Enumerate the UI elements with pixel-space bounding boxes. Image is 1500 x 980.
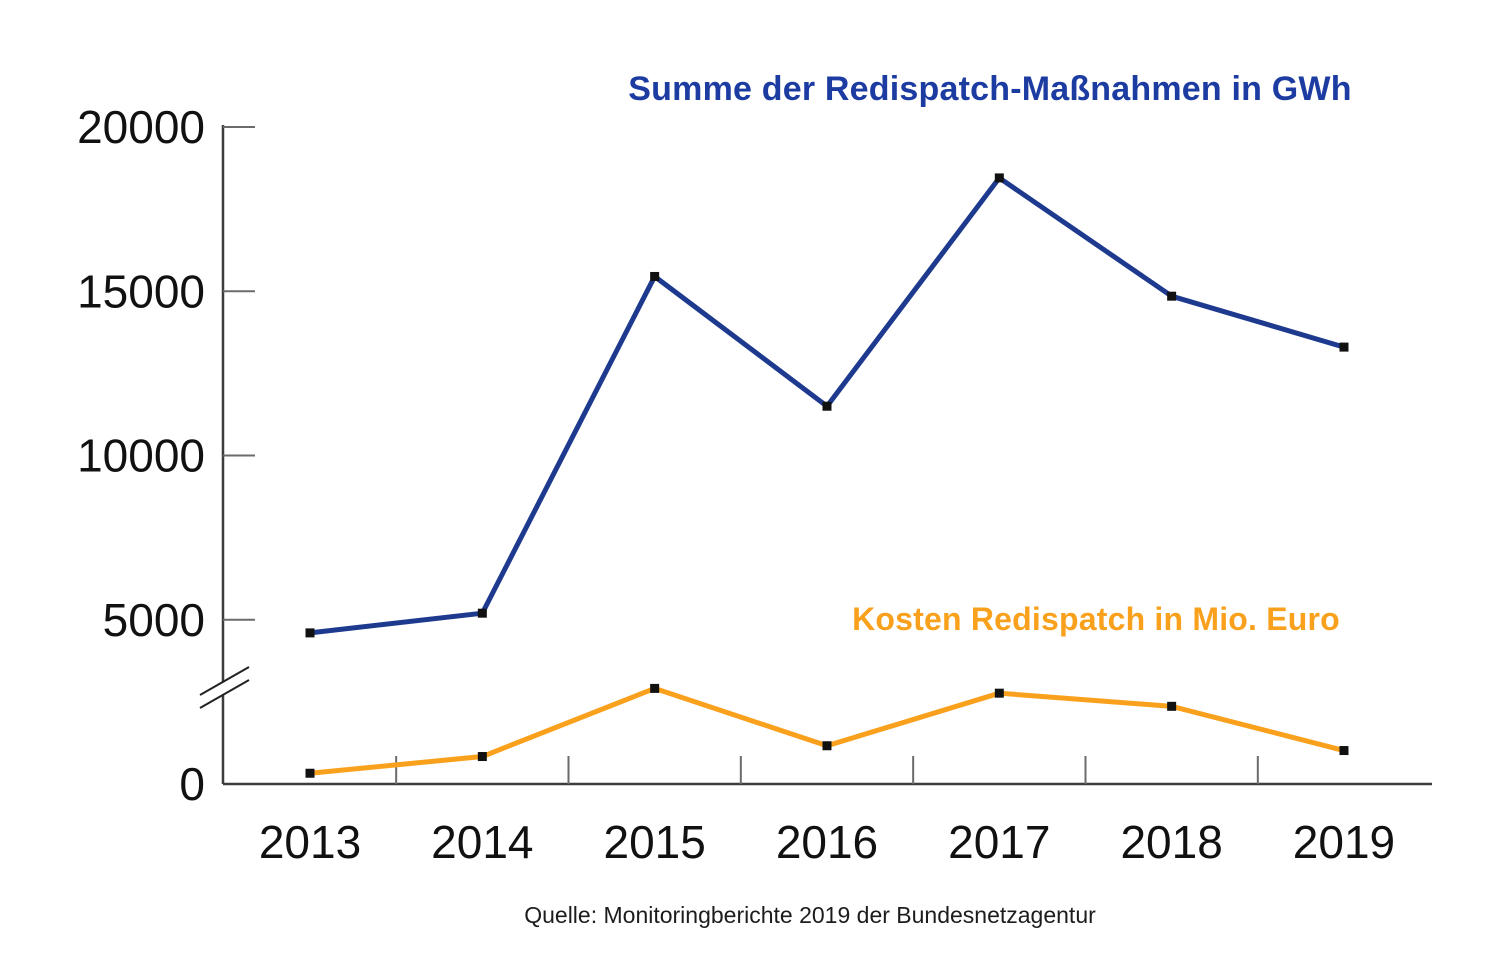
y-tick-label: 15000 <box>77 265 205 317</box>
data-point-marker <box>477 608 487 618</box>
x-year-label: 2019 <box>1293 816 1395 868</box>
data-point-marker <box>994 688 1004 698</box>
data-point-marker <box>822 741 832 751</box>
data-point-marker <box>650 271 660 281</box>
x-year-label: 2017 <box>948 816 1050 868</box>
x-year-label: 2016 <box>776 816 878 868</box>
data-point-marker <box>822 401 832 411</box>
source-caption: Quelle: Monitoringberichte 2019 der Bund… <box>524 902 1096 928</box>
x-year-label: 2014 <box>431 816 533 868</box>
axis-break-icon <box>199 666 250 696</box>
data-point-marker <box>650 683 660 693</box>
x-year-label: 2013 <box>259 816 361 868</box>
series-costs-label: Kosten Redispatch in Mio. Euro <box>852 601 1340 637</box>
data-point-marker <box>1167 291 1177 301</box>
data-point-marker <box>305 628 315 638</box>
data-point-marker <box>994 173 1004 183</box>
y-tick-label: 5000 <box>103 594 205 646</box>
y-tick-label: 0 <box>179 758 205 810</box>
x-year-label: 2018 <box>1120 816 1222 868</box>
series-gwh-label: Summe der Redispatch-Maßnahmen in GWh <box>628 70 1352 108</box>
y-tick-label: 10000 <box>77 430 205 482</box>
axis-break-gap <box>200 668 249 707</box>
data-point-marker <box>1167 701 1177 711</box>
axis-break-icon <box>199 679 250 709</box>
x-year-label: 2015 <box>603 816 705 868</box>
data-point-marker <box>477 752 487 762</box>
y-tick-label: 20000 <box>77 101 205 153</box>
series-line-costs <box>309 685 1345 776</box>
data-point-marker <box>1339 746 1349 756</box>
data-point-marker <box>305 768 315 778</box>
data-point-marker <box>1339 342 1349 352</box>
